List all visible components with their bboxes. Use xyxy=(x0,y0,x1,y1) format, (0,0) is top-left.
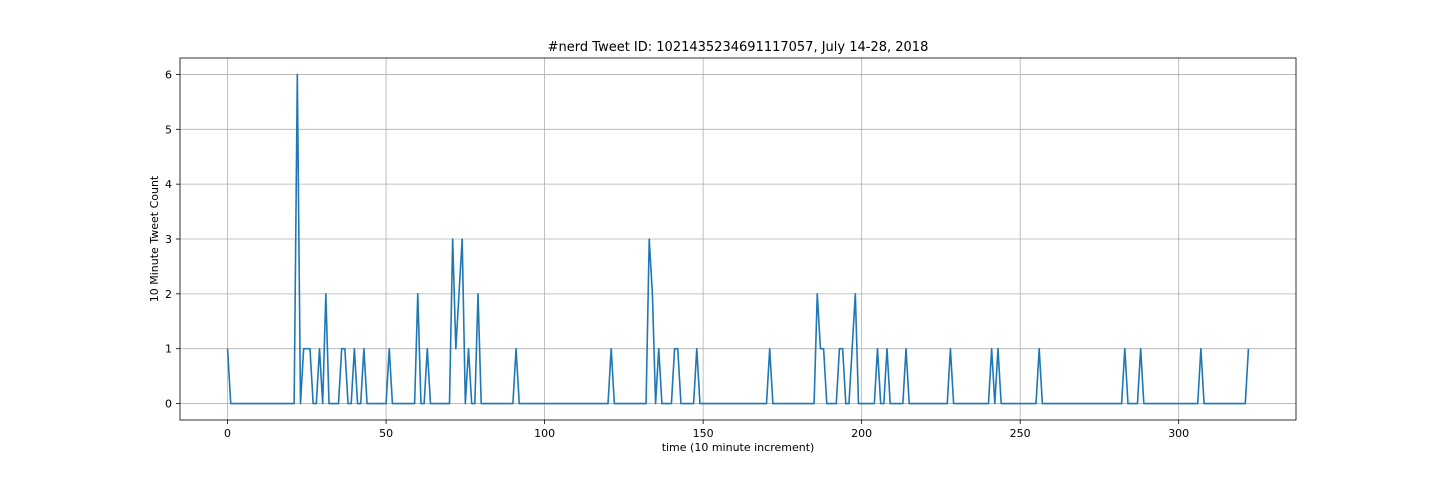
x-tick-label: 200 xyxy=(851,427,872,440)
y-axis-ticks: 0 1 2 3 4 5 6 xyxy=(165,68,180,411)
x-tick-label: 100 xyxy=(534,427,555,440)
x-axis-label: time (10 minute increment) xyxy=(662,441,815,454)
y-axis-label: 10 Minute Tweet Count xyxy=(148,175,161,302)
grid-lines xyxy=(180,58,1296,420)
y-tick-label: 4 xyxy=(165,178,172,191)
y-tick-label: 0 xyxy=(165,398,172,411)
y-tick-label: 1 xyxy=(165,343,172,356)
x-tick-label: 300 xyxy=(1168,427,1189,440)
x-axis-ticks: 0 50 100 150 200 250 300 xyxy=(224,420,1189,440)
y-tick-label: 2 xyxy=(165,288,172,301)
x-tick-label: 0 xyxy=(224,427,231,440)
x-tick-label: 150 xyxy=(693,427,714,440)
x-tick-label: 50 xyxy=(379,427,393,440)
y-tick-label: 6 xyxy=(165,68,172,81)
chart-title: #nerd Tweet ID: 1021435234691117057, Jul… xyxy=(548,40,929,55)
series-line xyxy=(226,73,1250,405)
y-tick-label: 3 xyxy=(165,233,172,246)
series-layer xyxy=(226,73,1250,405)
x-tick-label: 250 xyxy=(1010,427,1031,440)
y-tick-label: 5 xyxy=(165,123,172,136)
